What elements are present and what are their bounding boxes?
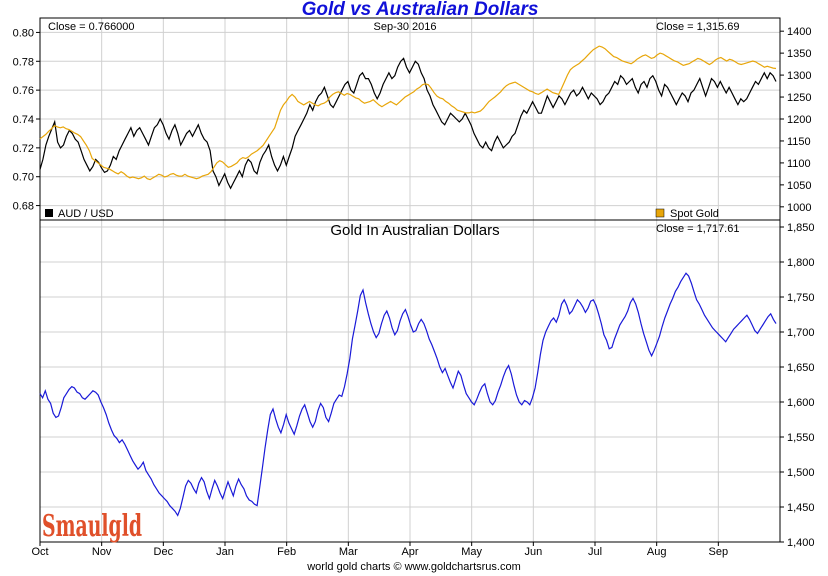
legend-swatch-audusd [45,209,53,217]
y-tick-label: 1000 [787,202,811,214]
y-tick-label: 1,450 [787,502,815,514]
legend-label-spot-gold: Spot Gold [670,208,719,220]
bottom-panel-title: Gold In Australian Dollars [330,222,499,239]
date-label: Sep-30 2016 [374,21,437,33]
y-tick-label: 0.70 [13,172,34,184]
y-tick-label: 1400 [787,26,811,38]
x-tick-label: Jun [524,546,542,558]
y-tick-label: 1,750 [787,292,815,304]
x-tick-label: Jan [216,546,234,558]
x-tick-label: Aug [647,546,667,558]
y-tick-label: 1300 [787,70,811,82]
x-tick-label: Nov [92,546,112,558]
y-tick-label: 0.78 [13,56,34,68]
aud-gold-axis-ticks: 1,400 1,450 1,500 1,550 1,600 1,650 1,700 1,750… [780,222,815,549]
x-tick-label: Mar [339,546,358,558]
y-tick-label: 0.72 [13,143,34,155]
y-tick-label: 1350 [787,48,811,60]
audusd-axis-ticks: 0.68 0.70 0.72 0.74 0.76 0.78 0.80 [13,27,40,213]
y-tick-label: 0.68 [13,201,34,213]
series-line-spot-gold [39,45,777,181]
x-tick-label: Jul [588,546,602,558]
y-tick-label: 1,850 [787,222,815,234]
y-tick-label: 1200 [787,114,811,126]
legend-swatch-spot-gold [655,208,665,218]
y-tick-label: 1,550 [787,432,815,444]
y-tick-label: 1,600 [787,397,815,409]
x-tick-label: Sep [709,546,729,558]
x-tick-label: Oct [31,546,48,558]
y-tick-label: 0.80 [13,27,34,39]
x-axis-ticks: Oct Nov Dec Jan Feb Mar Apr May Jun Jul Aug Sep [31,542,728,558]
aud-gold-close-label: Close = 1,717.61 [656,223,739,235]
y-tick-label: 0.76 [13,85,34,97]
series-line-gold-in-aud [39,272,777,517]
y-tick-label: 1100 [787,158,811,170]
x-tick-label: May [461,546,482,558]
smaulgld-logo: Smaulgld [42,509,142,544]
y-tick-label: 1,800 [787,257,815,269]
x-tick-label: Feb [277,546,296,558]
gold-axis-ticks: 1000 1050 1100 1150 1200 1250 1300 1350 1400 [780,26,811,214]
y-tick-label: 1050 [787,180,811,192]
x-tick-label: Dec [154,546,174,558]
y-tick-label: 0.74 [13,114,34,126]
series-line-audusd [39,57,777,190]
logo-text: Smaulgld [42,509,142,544]
legend-label-audusd: AUD / USD [58,208,114,220]
top-panel-grid [40,18,780,220]
source-credit: world gold charts © www.goldchartsrus.co… [306,561,521,573]
bottom-panel-grid [40,220,780,543]
y-tick-label: 1250 [787,92,811,104]
x-tick-label: Apr [401,546,418,558]
y-tick-label: 1,650 [787,362,815,374]
y-tick-label: 1150 [787,136,811,148]
y-tick-label: 1,700 [787,327,815,339]
gold-close-label: Close = 1,315.69 [656,21,739,33]
y-tick-label: 1,500 [787,467,815,479]
chart-title: Gold vs Australian Dollars [302,0,539,20]
audusd-close-label: Close = 0.766000 [48,21,135,33]
y-tick-label: 1,400 [787,537,815,549]
